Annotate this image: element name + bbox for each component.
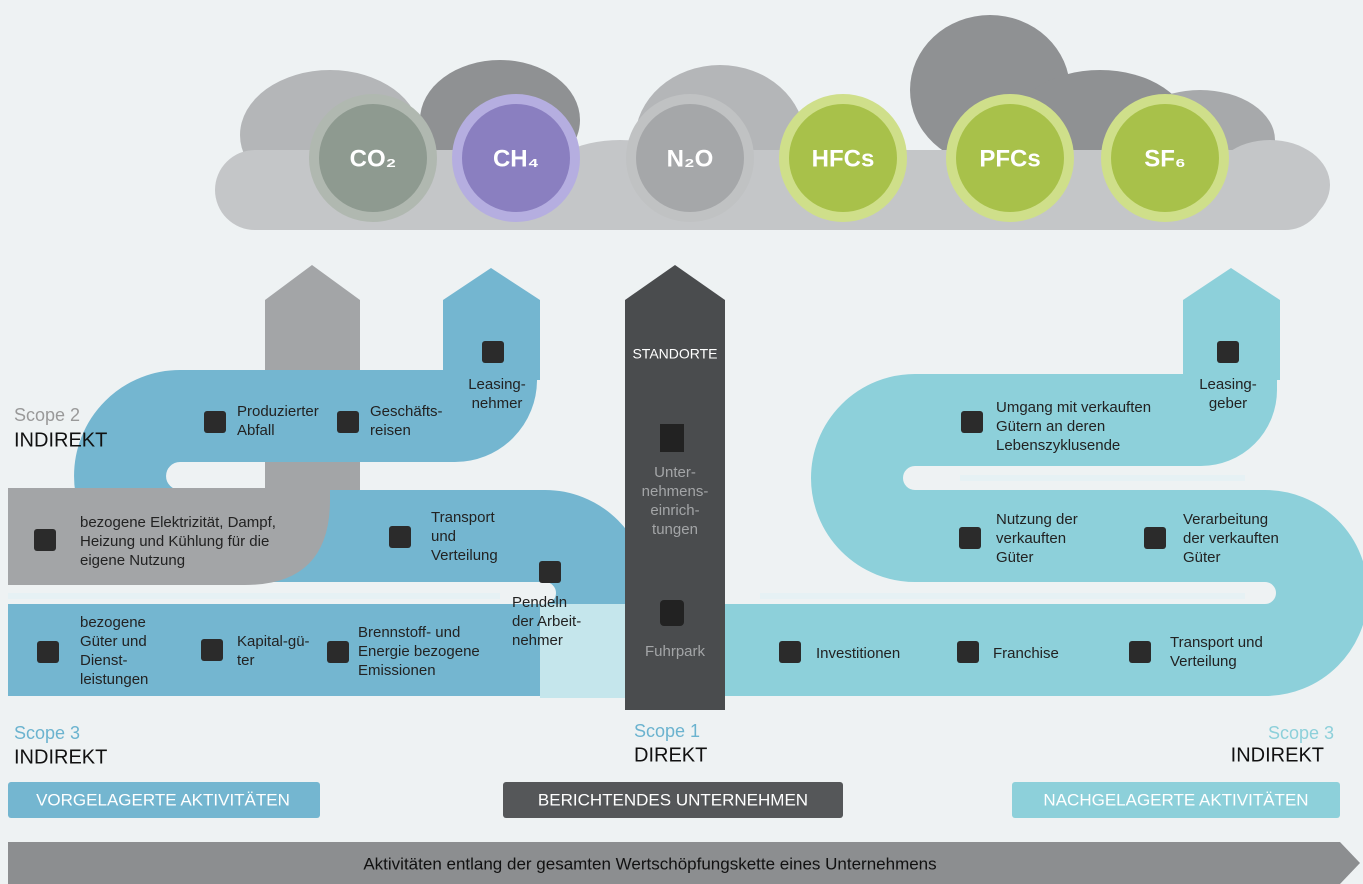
activity-line: leistungen <box>80 671 148 688</box>
section-label: VORGELAGERTE AKTIVITÄTEN <box>36 790 290 809</box>
footer-arrow <box>8 842 1360 884</box>
activity-line: ter <box>237 652 255 669</box>
activity-line: Verarbeitung <box>1183 511 1268 528</box>
activity-icon <box>201 639 223 661</box>
activity-icon <box>539 561 561 583</box>
facility-line: tungen <box>652 521 698 538</box>
upstream-arrow <box>443 268 540 380</box>
activity-line: Güter <box>1183 549 1221 566</box>
scope-kind: INDIREKT <box>14 746 107 768</box>
footer: Aktivitäten entlang der gesamten Wertsch… <box>363 854 936 873</box>
activity-icon <box>957 641 979 663</box>
activity-line: Investitionen <box>816 645 900 662</box>
activity-line: Gütern an deren <box>996 418 1105 435</box>
activity-line: eigene Nutzung <box>80 552 185 569</box>
activity-line: Transport und <box>1170 634 1263 651</box>
activity-line: bezogene Elektrizität, Dampf, <box>80 514 276 531</box>
gas-label: N₂O <box>667 145 714 172</box>
activity-line: Geschäfts- <box>370 403 443 420</box>
activity-icon <box>204 411 226 433</box>
activity-line: Emissionen <box>358 662 436 679</box>
gas-circle <box>1111 104 1219 212</box>
activity-line: Leasing- <box>1199 376 1257 393</box>
activity-line: Güter <box>996 549 1034 566</box>
section-banner <box>8 782 320 818</box>
activity-icon <box>37 641 59 663</box>
activity-line: Energie bezogene <box>358 643 480 660</box>
scope-label: Scope 3 <box>1268 723 1334 743</box>
activity-line: Leasing- <box>468 376 526 393</box>
activity-line: Dienst- <box>80 652 128 669</box>
scope1-column <box>625 265 725 710</box>
center-header: STANDORTE <box>632 346 717 362</box>
scope-label: Scope 1 <box>634 721 700 741</box>
gas-label: PFCs <box>979 145 1040 172</box>
activity-icon <box>779 641 801 663</box>
section-label: BERICHTENDES UNTERNEHMEN <box>538 790 808 809</box>
scope-kind: INDIREKT <box>14 429 107 451</box>
facility-line: Unter- <box>654 464 696 481</box>
activity-icon <box>389 526 411 548</box>
activity-icon <box>1217 341 1239 363</box>
gas-circle <box>956 104 1064 212</box>
activity-icon <box>1144 527 1166 549</box>
activity-line: und <box>431 528 456 545</box>
activity-line: geber <box>1209 395 1247 412</box>
activity-line: nehmer <box>512 632 563 649</box>
downstream-band <box>700 370 1363 696</box>
activity-line: der Arbeit- <box>512 613 581 630</box>
downstream-arrow <box>1183 268 1280 380</box>
scope-label: Scope 3 <box>14 723 80 743</box>
section-banner <box>1012 782 1340 818</box>
scope-kind: INDIREKT <box>1231 744 1324 766</box>
gas-circle <box>789 104 897 212</box>
activity-icon <box>34 529 56 551</box>
activity-line: Nutzung der <box>996 511 1078 528</box>
scope-kind: DIREKT <box>634 744 707 766</box>
building-icon <box>660 424 684 452</box>
section-banner <box>503 782 843 818</box>
activity-line: Produzierter <box>237 403 319 420</box>
gas-label: SF₆ <box>1144 145 1186 172</box>
gas-label: CH₄ <box>493 145 539 172</box>
activity-icon <box>1129 641 1151 663</box>
section-label: NACHGELAGERTE AKTIVITÄTEN <box>1043 790 1308 809</box>
activity-line: Lebenszyklusende <box>996 437 1120 454</box>
fleet-label: Fuhrpark <box>645 643 706 660</box>
activity-icon <box>482 341 504 363</box>
activity-line: nehmer <box>472 395 523 412</box>
activity-line: Brennstoff- und <box>358 624 460 641</box>
activity-line: der verkauften <box>1183 530 1279 547</box>
bus-icon <box>660 600 684 626</box>
activity-icon <box>959 527 981 549</box>
facility-line: nehmens- <box>642 483 709 500</box>
electricity-band <box>8 488 330 585</box>
activity-line: Abfall <box>237 422 275 439</box>
activity-line: Verteilung <box>1170 653 1237 670</box>
gas-circle <box>319 104 427 212</box>
gas-circle <box>636 104 744 212</box>
activity-line: reisen <box>370 422 411 439</box>
generated: CO₂ CH₄ N₂O HFCs PFCs SF₆ Unter-nehmens-einric… <box>34 94 1279 688</box>
activity-line: Transport <box>431 509 495 526</box>
activity-line: Güter und <box>80 633 147 650</box>
activity-icon <box>327 641 349 663</box>
connector <box>540 604 630 698</box>
activity-icon <box>337 411 359 433</box>
activity-line: Pendeln <box>512 594 567 611</box>
activity-line: Kapital-gü- <box>237 633 310 650</box>
gas-label: HFCs <box>812 145 875 172</box>
activity-line: Heizung und Kühlung für die <box>80 533 269 550</box>
activity-line: Umgang mit verkauften <box>996 399 1151 416</box>
gas-label: CO₂ <box>350 145 397 172</box>
activity-line: bezogene <box>80 614 146 631</box>
facility-line: einrich- <box>650 502 699 519</box>
scope-label: Scope 2 <box>14 405 80 425</box>
activity-icon <box>961 411 983 433</box>
gas-circle <box>462 104 570 212</box>
activity-line: verkauften <box>996 530 1066 547</box>
activity-line: Verteilung <box>431 547 498 564</box>
activity-line: Franchise <box>993 645 1059 662</box>
